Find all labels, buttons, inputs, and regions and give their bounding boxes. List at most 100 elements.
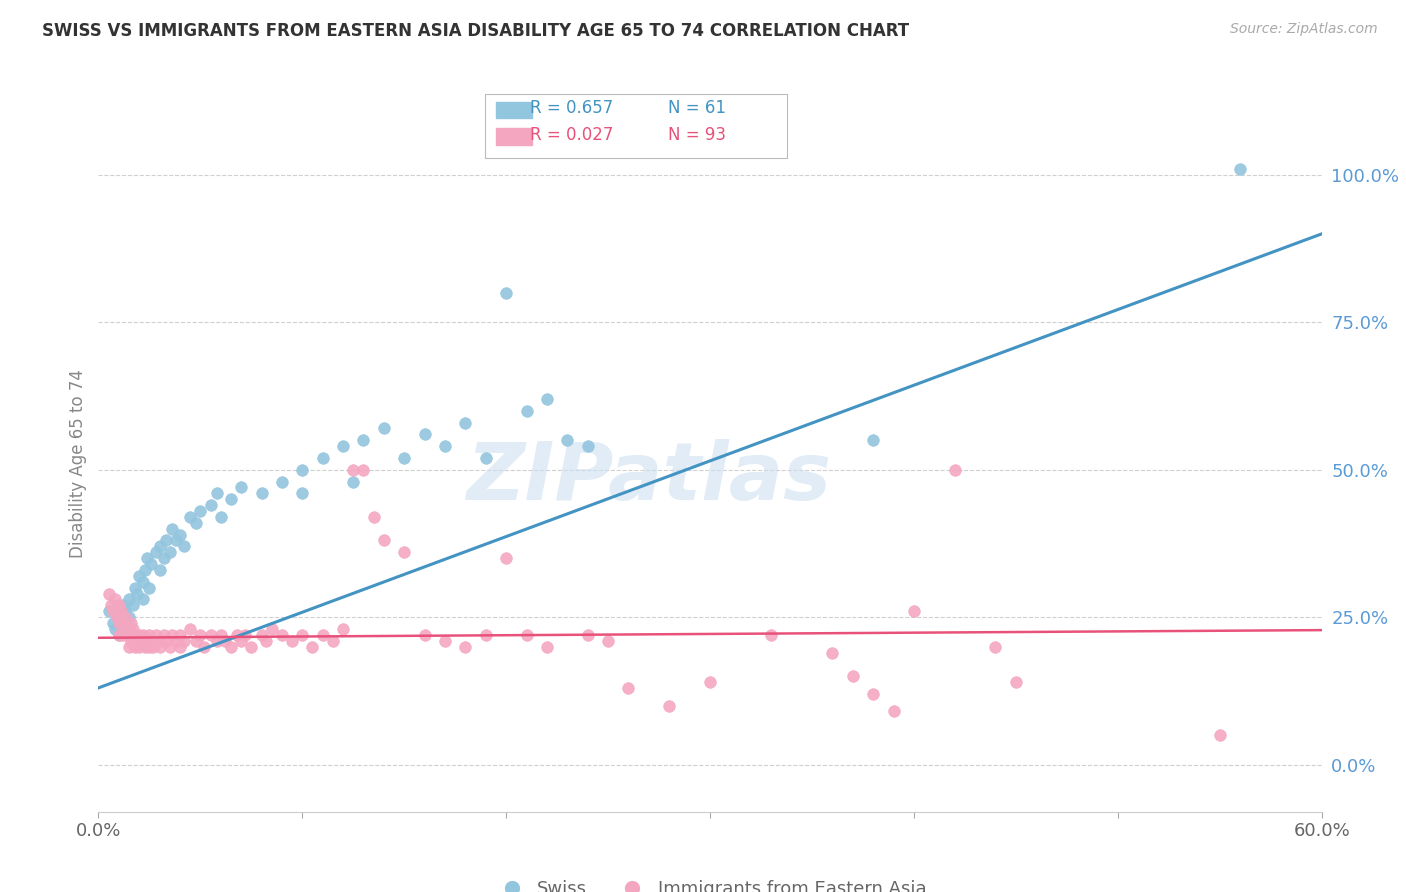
Point: [270, 628, 294, 642]
Text: ZIPatlas: ZIPatlas: [467, 439, 831, 516]
Point: [516, 628, 538, 642]
Point: [128, 628, 150, 642]
Point: [209, 628, 232, 642]
Point: [142, 640, 165, 654]
Point: [173, 540, 195, 554]
Point: [111, 628, 134, 642]
Point: [332, 622, 354, 636]
Point: [474, 450, 498, 465]
Point: [373, 421, 395, 435]
Point: [111, 610, 134, 624]
Point: [149, 640, 172, 654]
Point: [118, 610, 141, 624]
Point: [122, 599, 145, 613]
Point: [219, 492, 242, 507]
Point: [129, 633, 152, 648]
Point: [186, 633, 208, 648]
Point: [454, 640, 477, 654]
Point: [118, 622, 141, 636]
Point: [149, 540, 172, 554]
Point: [97, 604, 120, 618]
Point: [699, 675, 721, 690]
Point: [145, 628, 167, 642]
Point: [179, 509, 201, 524]
Point: [821, 646, 844, 660]
Point: [97, 586, 120, 600]
Point: [862, 434, 884, 448]
Point: [1229, 161, 1251, 176]
Point: [128, 569, 150, 583]
Point: [943, 463, 966, 477]
Point: [100, 599, 122, 613]
Point: [392, 450, 416, 465]
Point: [352, 463, 374, 477]
Point: [120, 633, 142, 648]
Point: [122, 622, 145, 636]
Point: [576, 628, 599, 642]
Point: [761, 628, 783, 642]
Point: [474, 628, 498, 642]
Point: [149, 563, 172, 577]
Point: [118, 628, 141, 642]
Point: [134, 640, 156, 654]
Point: [132, 628, 155, 642]
Point: [322, 633, 344, 648]
Point: [101, 615, 124, 630]
Point: [104, 592, 127, 607]
Point: [111, 615, 134, 630]
Point: [342, 463, 364, 477]
Text: SWISS VS IMMIGRANTS FROM EASTERN ASIA DISABILITY AGE 65 TO 74 CORRELATION CHART: SWISS VS IMMIGRANTS FROM EASTERN ASIA DI…: [42, 22, 910, 40]
Point: [434, 633, 457, 648]
Point: [363, 509, 385, 524]
Text: R = 0.027: R = 0.027: [530, 126, 613, 144]
Point: [155, 633, 177, 648]
Point: [205, 486, 228, 500]
Point: [159, 545, 181, 559]
Point: [118, 640, 141, 654]
Point: [984, 640, 1007, 654]
Point: [291, 486, 314, 500]
Point: [104, 622, 127, 636]
Point: [188, 628, 212, 642]
Point: [200, 628, 222, 642]
Point: [145, 545, 167, 559]
Point: [434, 439, 457, 453]
Point: [186, 516, 208, 530]
Point: [124, 581, 146, 595]
Point: [281, 633, 304, 648]
Point: [373, 533, 395, 548]
Point: [557, 434, 579, 448]
Point: [214, 633, 236, 648]
Point: [128, 640, 150, 654]
Point: [169, 527, 191, 541]
Point: [141, 633, 163, 648]
Point: [291, 628, 314, 642]
Point: [114, 604, 136, 618]
Point: [136, 551, 159, 566]
Point: [124, 640, 146, 654]
Point: [862, 687, 884, 701]
Point: [114, 610, 136, 624]
Point: [841, 669, 863, 683]
Text: N = 61: N = 61: [668, 99, 725, 117]
Point: [155, 533, 177, 548]
Point: [165, 633, 187, 648]
Point: [108, 628, 131, 642]
Point: [179, 622, 201, 636]
Point: [260, 622, 283, 636]
Point: [254, 633, 277, 648]
Point: [108, 628, 131, 642]
Point: [454, 416, 477, 430]
Point: [209, 509, 232, 524]
Point: [120, 628, 142, 642]
Text: Source: ZipAtlas.com: Source: ZipAtlas.com: [1230, 22, 1378, 37]
Point: [188, 504, 212, 518]
Point: [576, 439, 599, 453]
Legend: Swiss, Immigrants from Eastern Asia: Swiss, Immigrants from Eastern Asia: [486, 873, 934, 892]
Point: [495, 551, 517, 566]
Text: R = 0.657: R = 0.657: [530, 99, 613, 117]
Point: [291, 463, 314, 477]
Point: [118, 592, 141, 607]
Point: [250, 486, 273, 500]
Point: [312, 628, 335, 642]
